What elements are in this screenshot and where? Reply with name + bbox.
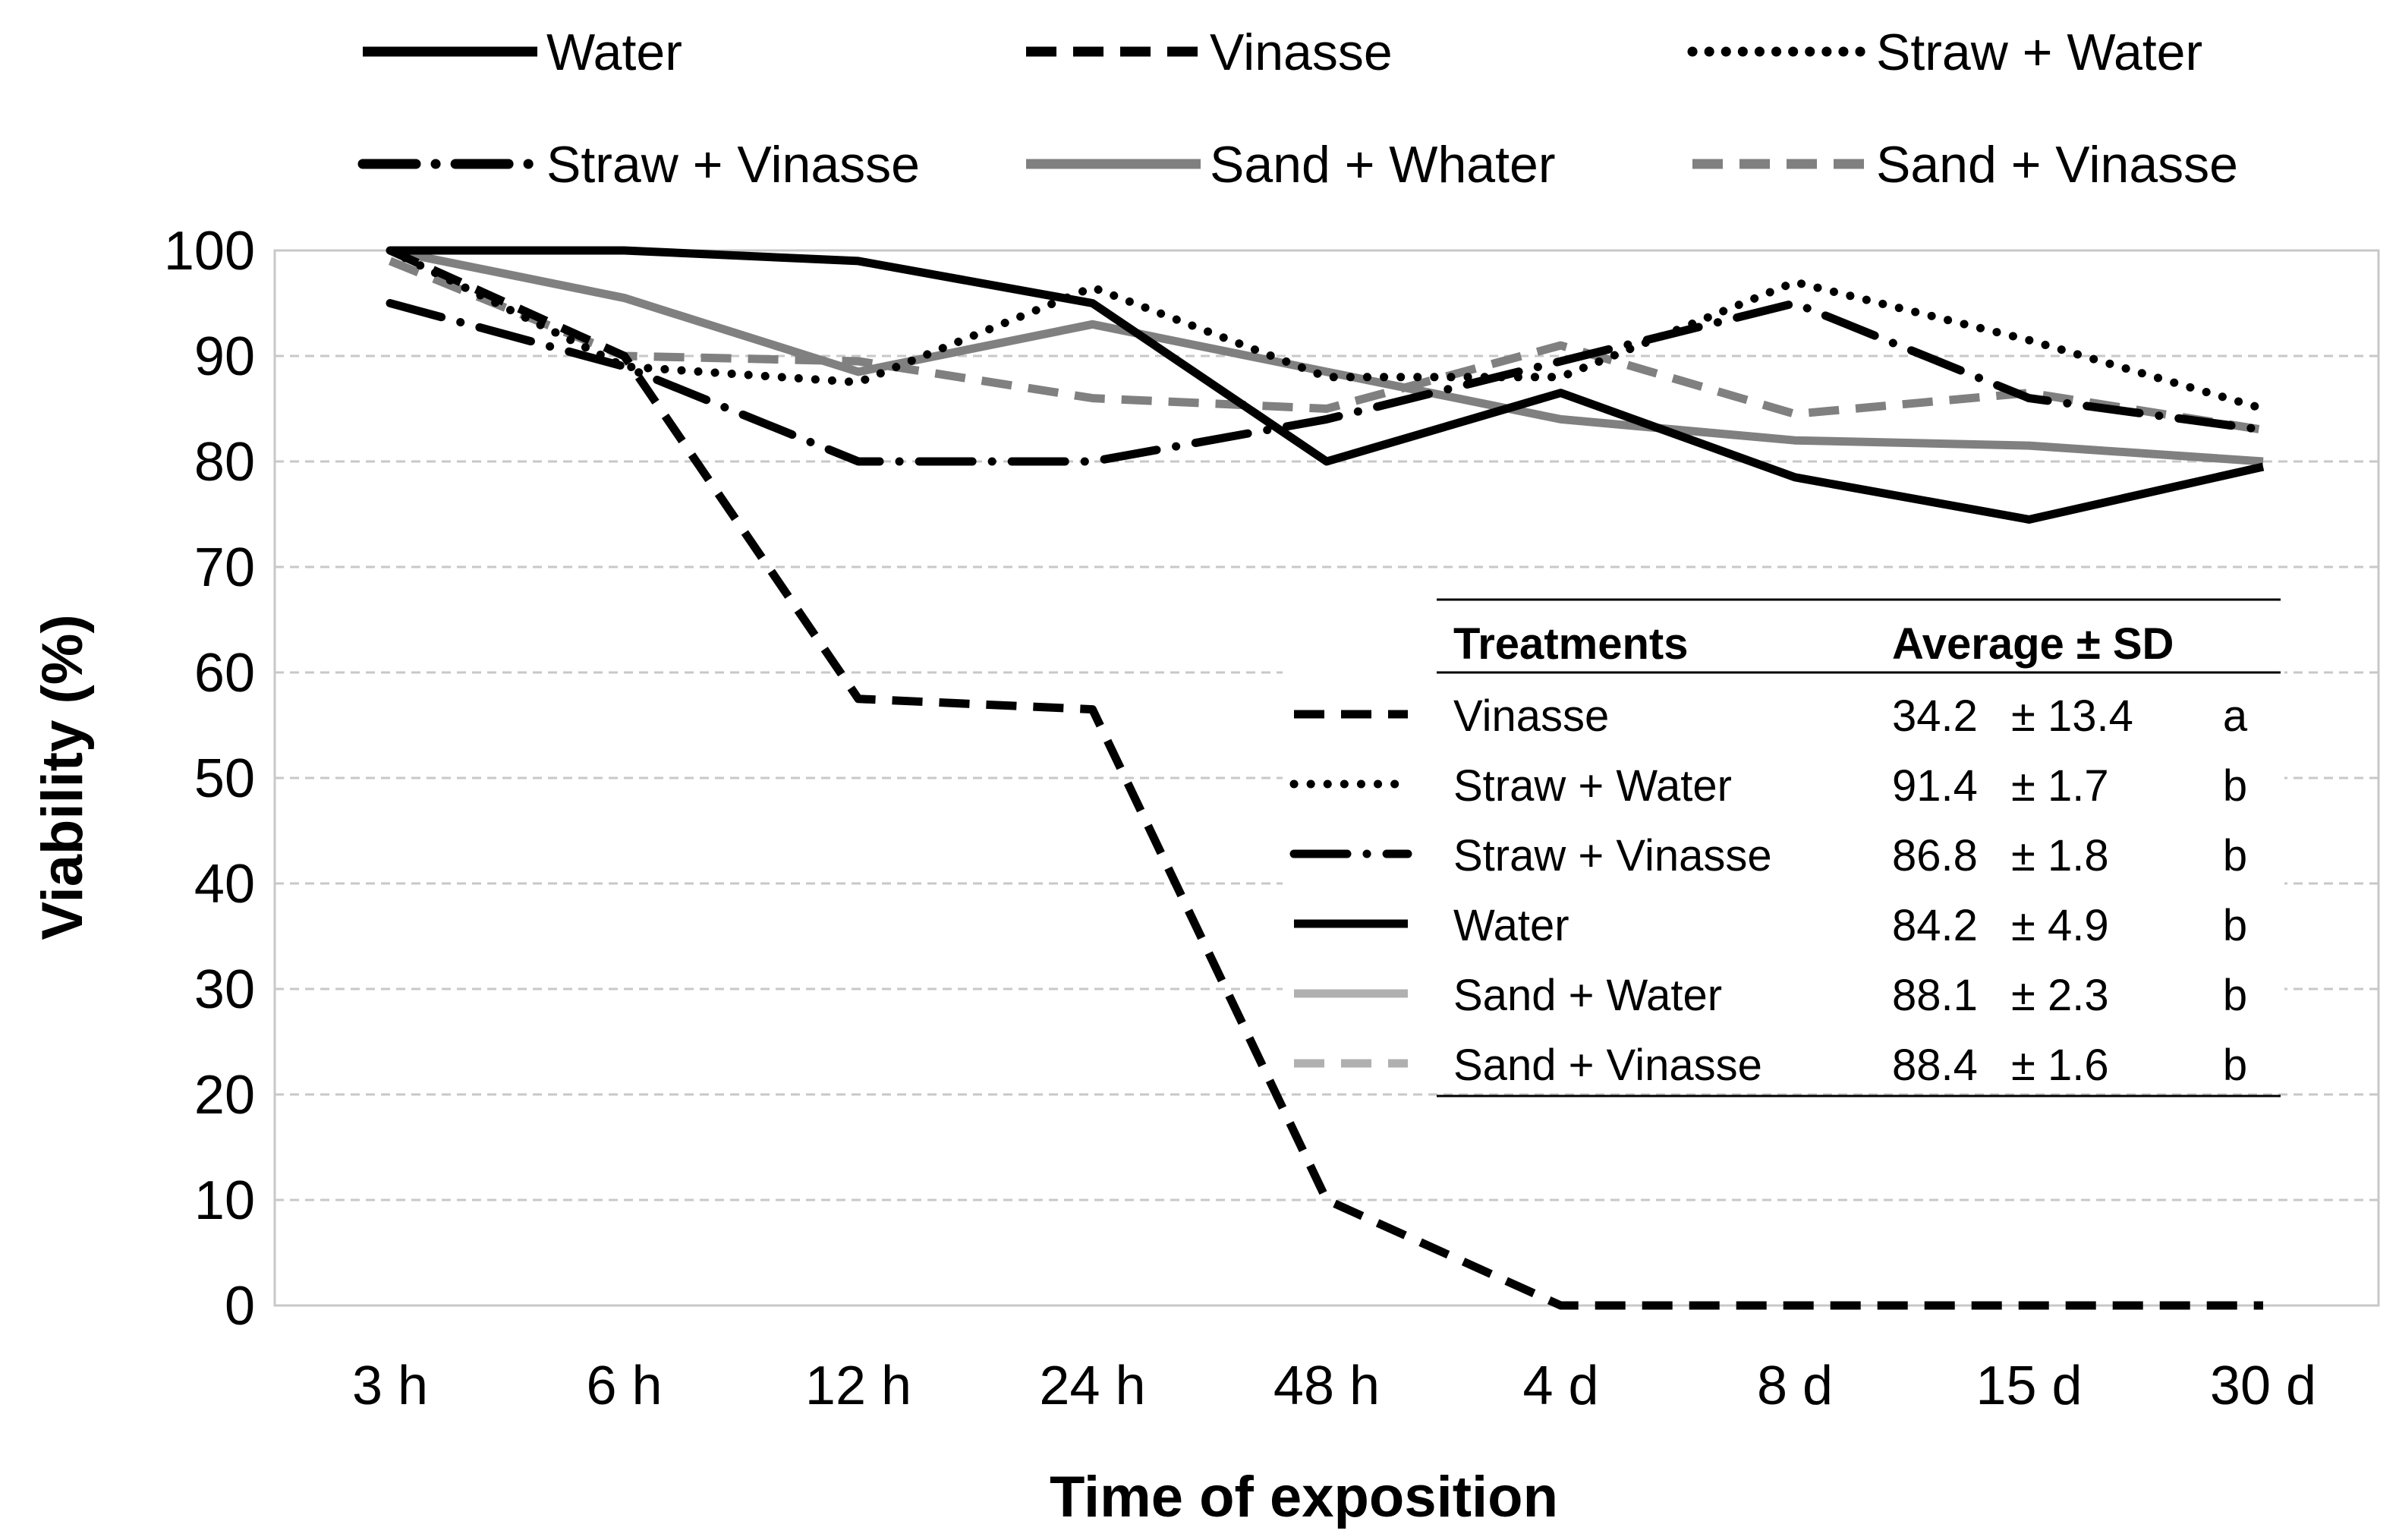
- table-cell-average: 84.2: [1892, 901, 1978, 950]
- table-row: Straw + Water 91.4 ± 1.7 b: [1289, 761, 2247, 811]
- y-tick-label-80: 80: [194, 432, 255, 493]
- table-cell-treatment: Straw + Water: [1453, 761, 1732, 811]
- table-cell-sd: ± 1.6: [2011, 1041, 2109, 1090]
- table-cell-group: b: [2223, 831, 2247, 880]
- y-tick-label-90: 90: [194, 326, 255, 387]
- x-tick-label-6-h: 6 h: [586, 1356, 662, 1416]
- y-tick-label-40: 40: [194, 854, 255, 915]
- table-cell-average: 86.8: [1892, 831, 1978, 880]
- x-tick-label-4-d: 4 d: [1522, 1356, 1598, 1416]
- table-cell-sd: ± 1.7: [2011, 761, 2109, 811]
- y-tick-label-30: 30: [194, 959, 255, 1020]
- table-row: Sand + Vinasse 88.4 ± 1.6 b: [1294, 1041, 2247, 1090]
- table-cell-treatment: Straw + Vinasse: [1453, 831, 1772, 880]
- table-cell-treatment: Water: [1453, 901, 1569, 950]
- x-tick-label-3-h: 3 h: [352, 1356, 428, 1416]
- legend: Water Vinasse Straw + Water Straw + Vinasse…: [357, 24, 2238, 194]
- y-tick-label-70: 70: [194, 537, 255, 598]
- series-lines: [386, 246, 2268, 1310]
- table-row: Water 84.2 ± 4.9 b: [1294, 901, 2247, 950]
- legend-label-straw-water: Straw + Water: [1876, 24, 2202, 81]
- y-tick-label-0: 0: [225, 1276, 255, 1337]
- series-line-sand-vinasse: [388, 257, 2264, 434]
- legend-label-water: Water: [546, 24, 682, 81]
- table-row: Sand + Water 88.1 ± 2.3 b: [1294, 971, 2247, 1020]
- table-cell-group: b: [2223, 971, 2247, 1020]
- x-tick-label-24-h: 24 h: [1039, 1356, 1145, 1416]
- table-row: Straw + Vinasse 86.8 ± 1.8 b: [1289, 831, 2247, 880]
- legend-item-vinasse: Vinasse: [1026, 24, 1393, 81]
- table-row: Vinasse 34.2 ± 13.4 a: [1294, 691, 2248, 741]
- legend-label-vinasse: Vinasse: [1210, 24, 1393, 81]
- x-tick-label-15-d: 15 d: [1976, 1356, 2082, 1416]
- table-cell-group: b: [2223, 761, 2247, 811]
- legend-item-straw-water: Straw + Water: [1687, 24, 2202, 81]
- y-tick-label-60: 60: [194, 643, 255, 704]
- y-tick-label-100: 100: [164, 221, 255, 282]
- legend-label-straw-vinasse: Straw + Vinasse: [546, 136, 920, 194]
- table-cell-group: b: [2223, 901, 2247, 950]
- y-tick-label-50: 50: [194, 748, 255, 809]
- table-cell-average: 88.4: [1892, 1041, 1978, 1090]
- summary-table-background: [1283, 600, 2284, 1093]
- series-line-straw-vinasse: [386, 299, 2268, 466]
- y-tick-label-10: 10: [194, 1170, 255, 1231]
- legend-item-sand-whater: Sand + Whater: [1026, 136, 1555, 194]
- y-axis-ticks: 0 10 20 30 40 50 60 70 80 90 100: [164, 221, 255, 1337]
- table-cell-average: 91.4: [1892, 761, 1978, 811]
- table-cell-treatment: Sand + Water: [1453, 971, 1722, 1020]
- x-axis-title: Time of exposition: [1050, 1465, 1558, 1529]
- table-cell-average: 34.2: [1892, 691, 1978, 741]
- legend-item-straw-vinasse: Straw + Vinasse: [357, 136, 920, 194]
- table-cell-sd: ± 1.8: [2011, 831, 2109, 880]
- table-cell-treatment: Sand + Vinasse: [1453, 1041, 1762, 1090]
- summary-table: Treatments Average ± SD Vinasse 34.2 ± 13.4 a…: [1283, 598, 2284, 1098]
- y-tick-label-20: 20: [194, 1065, 255, 1126]
- legend-item-sand-vinasse: Sand + Vinasse: [1692, 136, 2238, 194]
- table-cell-treatment: Vinasse: [1453, 691, 1609, 741]
- x-tick-label-30-d: 30 d: [2210, 1356, 2316, 1416]
- table-header-average-sd: Average ± SD: [1892, 619, 2174, 669]
- x-axis-ticks: 3 h 6 h 12 h 24 h 48 h 4 d 8 d 15 d 30 d: [352, 1356, 2316, 1416]
- table-cell-average: 88.1: [1892, 971, 1978, 1020]
- legend-label-sand-vinasse: Sand + Vinasse: [1876, 136, 2238, 194]
- table-cell-group: b: [2223, 1041, 2247, 1090]
- x-tick-label-8-d: 8 d: [1757, 1356, 1833, 1416]
- table-cell-sd: ± 2.3: [2011, 971, 2109, 1020]
- series-line-vinasse: [388, 246, 2263, 1310]
- x-tick-label-12-h: 12 h: [805, 1356, 911, 1416]
- legend-label-sand-whater: Sand + Whater: [1210, 136, 1555, 194]
- table-cell-sd: ± 4.9: [2011, 901, 2109, 950]
- legend-item-water: Water: [363, 24, 682, 81]
- series-line-water: [390, 246, 2265, 524]
- table-header-treatments: Treatments: [1453, 619, 1688, 669]
- y-axis-title: Viability (%): [30, 614, 95, 940]
- x-tick-label-48-h: 48 h: [1273, 1356, 1380, 1416]
- table-cell-sd: ± 13.4: [2011, 691, 2133, 741]
- table-cell-group: a: [2223, 691, 2248, 741]
- series-line-sand-whater: [389, 246, 2264, 466]
- series-line-straw-water: [386, 246, 2268, 413]
